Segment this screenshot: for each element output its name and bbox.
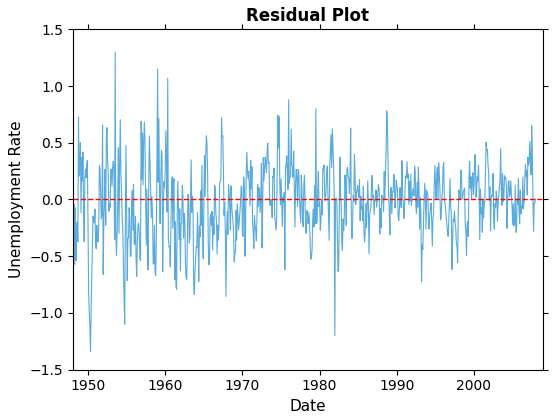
Y-axis label: Unemployment Rate: Unemployment Rate: [9, 121, 24, 278]
Title: Residual Plot: Residual Plot: [246, 7, 370, 25]
X-axis label: Date: Date: [290, 399, 326, 414]
